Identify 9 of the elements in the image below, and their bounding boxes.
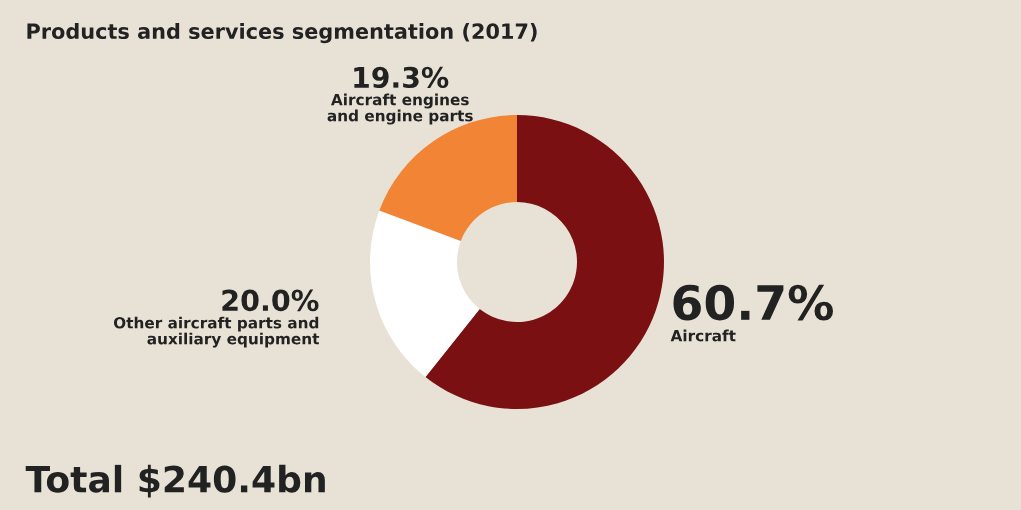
data-label: 20.0% (222, 289, 319, 312)
slice-label: Aircraft (670, 329, 736, 342)
data-label: 60.7% (673, 284, 833, 321)
slice-label: Aircraft engines and engine parts (327, 93, 473, 125)
slice-label: Other aircraft parts and auxiliary equipment (113, 316, 320, 348)
data-label: 19.3% (354, 66, 449, 89)
chart-title: Products and services segmentation (2017) (27, 22, 537, 44)
text: Total $240.4bn (25, 464, 325, 498)
donut-slice (370, 210, 480, 378)
